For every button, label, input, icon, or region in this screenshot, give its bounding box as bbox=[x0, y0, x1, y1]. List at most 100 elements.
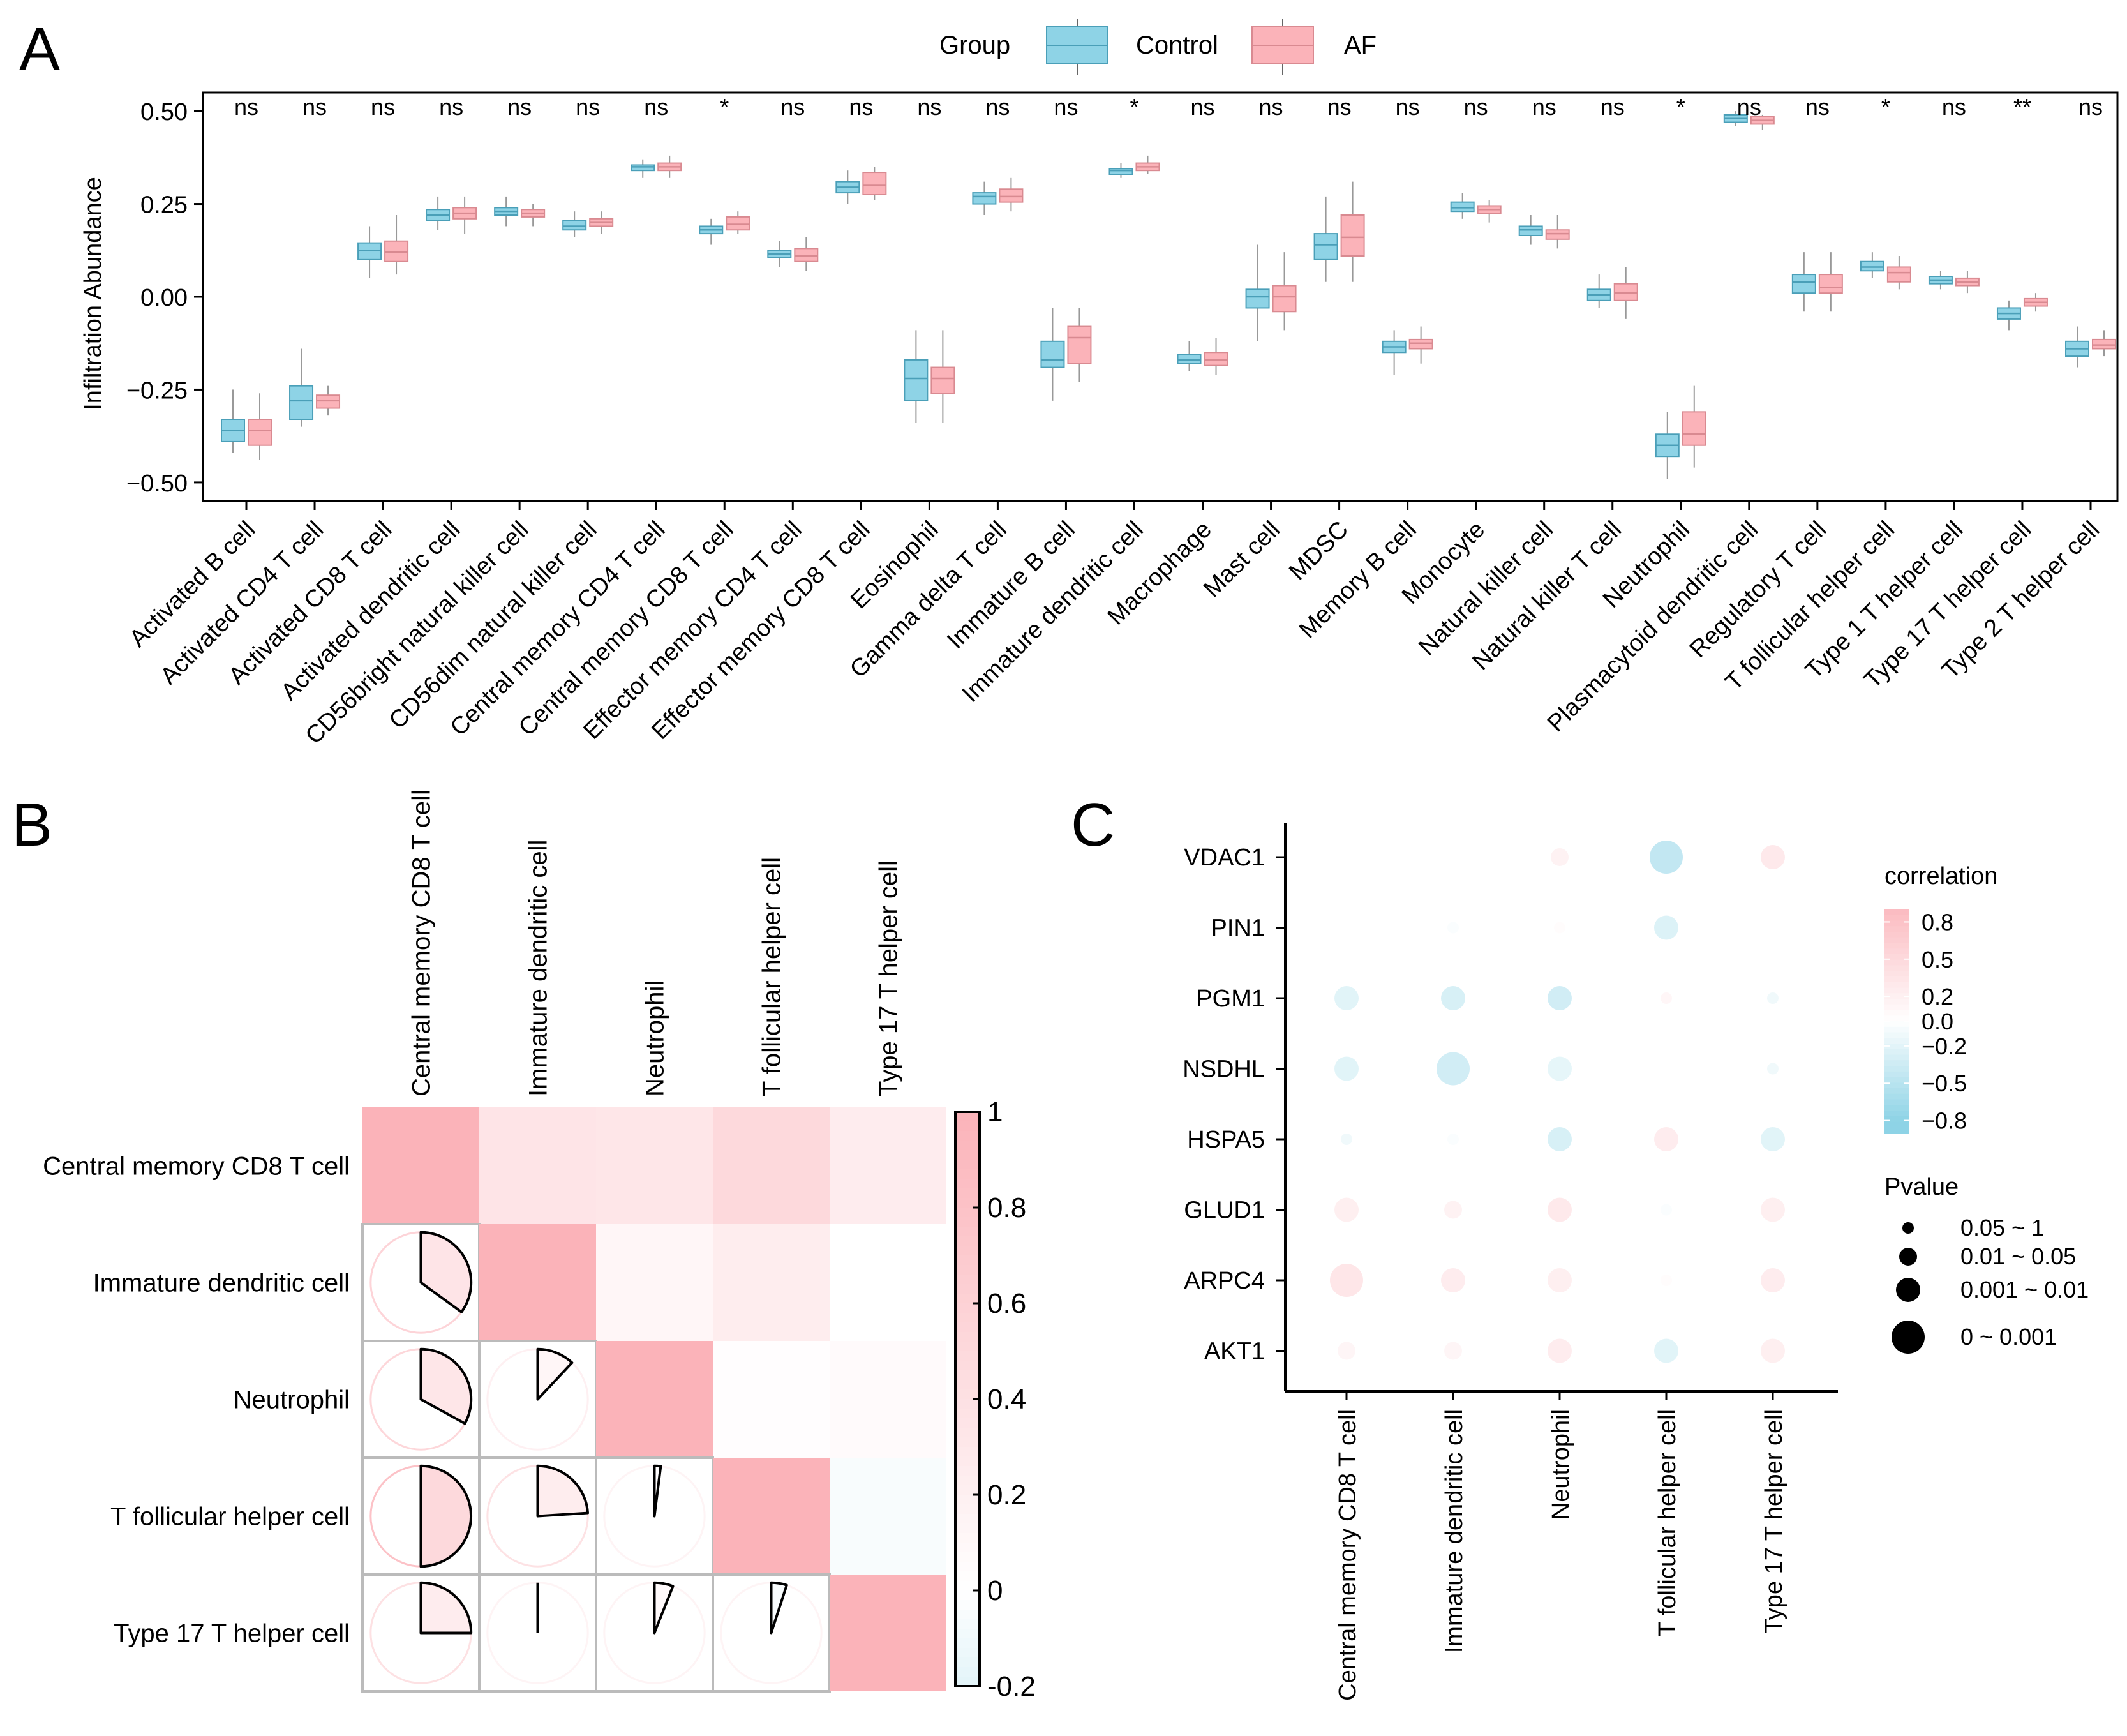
y-tick-label: 0.00 bbox=[140, 285, 188, 311]
significance-label: ns bbox=[1191, 94, 1215, 120]
correlation-legend-label: 0.8 bbox=[1922, 909, 1953, 935]
pie-wedge bbox=[419, 1581, 473, 1635]
correlation-dot bbox=[1444, 1201, 1462, 1219]
colorbar-segment bbox=[955, 1409, 980, 1419]
pvalue-legend-dot bbox=[1896, 1278, 1920, 1302]
x-tick-label: Immature B cell bbox=[942, 516, 1080, 654]
correlation-legend-segment bbox=[1884, 993, 1909, 999]
correlation-legend-segment bbox=[1884, 959, 1909, 966]
correlation-legend-segment bbox=[1884, 1088, 1909, 1095]
box-control bbox=[1313, 196, 1338, 282]
correlation-legend-segment bbox=[1884, 976, 1909, 983]
box-body bbox=[1067, 326, 1092, 364]
box-body bbox=[1450, 201, 1475, 213]
gene-label: HSPA5 bbox=[1187, 1126, 1265, 1153]
box-af bbox=[726, 211, 750, 234]
heatmap-cell bbox=[713, 1458, 830, 1575]
heatmap-row-label: Immature dendritic cell bbox=[93, 1269, 350, 1298]
y-tick-label: 0.50 bbox=[140, 99, 188, 126]
colorbar-segment bbox=[955, 1303, 980, 1313]
correlation-legend-label: 0.2 bbox=[1922, 984, 1953, 1010]
correlation-legend-segment bbox=[1884, 982, 1909, 989]
box-control bbox=[1996, 300, 2021, 331]
box-control bbox=[767, 241, 792, 267]
colorbar-segment bbox=[955, 1629, 980, 1639]
box-control bbox=[904, 330, 929, 423]
correlation-legend-segment bbox=[1884, 926, 1909, 932]
correlation-legend-segment bbox=[1884, 1049, 1909, 1056]
correlation-legend-segment bbox=[1884, 943, 1909, 950]
heatmap-cell bbox=[830, 1107, 946, 1224]
box-body bbox=[248, 419, 272, 446]
box-body bbox=[562, 220, 587, 231]
box-af bbox=[1204, 338, 1228, 375]
colorbar-segment bbox=[955, 1399, 980, 1409]
panel-label-c: C bbox=[1071, 791, 1115, 859]
pvalue-legend-dot bbox=[1902, 1222, 1914, 1234]
box-control bbox=[426, 196, 451, 230]
box-body bbox=[289, 385, 314, 420]
correlation-dot bbox=[1334, 986, 1359, 1010]
pie-cell bbox=[478, 1573, 597, 1693]
significance-label: * bbox=[720, 94, 729, 120]
colorbar-segment bbox=[955, 1380, 980, 1390]
colorbar-segment bbox=[955, 1188, 980, 1199]
correlation-legend-segment bbox=[1884, 909, 1909, 916]
heatmap-cell bbox=[713, 1341, 830, 1458]
correlation-legend-segment bbox=[1884, 971, 1909, 977]
correlation-dot bbox=[1548, 1338, 1572, 1363]
box-af bbox=[1545, 215, 1570, 249]
correlation-dot bbox=[1551, 848, 1569, 866]
heatmap-row-label: Neutrophil bbox=[234, 1386, 350, 1414]
significance-label: ns bbox=[1464, 94, 1488, 120]
correlation-dot bbox=[1437, 1052, 1470, 1086]
correlation-dot bbox=[1548, 1197, 1572, 1222]
heatmap-cell bbox=[830, 1575, 946, 1691]
pvalue-legend-label: 0.05 ~ 1 bbox=[1960, 1215, 2044, 1241]
pie-cell bbox=[712, 1573, 831, 1693]
correlation-dot bbox=[1650, 841, 1683, 874]
y-axis-label: Infiltration Abundance bbox=[80, 177, 107, 410]
correlation-legend-segment bbox=[1884, 1127, 1909, 1134]
correlation-legend-segment bbox=[1884, 987, 1909, 994]
box-body bbox=[1545, 229, 1570, 240]
colorbar-segment bbox=[955, 1112, 980, 1122]
correlation-legend-segment bbox=[1884, 954, 1909, 961]
correlation-dot bbox=[1338, 1342, 1355, 1360]
significance-label: ns bbox=[1737, 94, 1761, 120]
heatmap-row-label: Type 17 T helper cell bbox=[114, 1620, 350, 1648]
box-body bbox=[1613, 283, 1638, 301]
box-af bbox=[1750, 114, 1775, 130]
heatmap-cell bbox=[830, 1341, 946, 1458]
pie-wedge bbox=[770, 1581, 788, 1635]
correlation-legend-segment bbox=[1884, 948, 1909, 955]
box-af bbox=[1613, 267, 1638, 319]
colorbar-segment bbox=[955, 1466, 980, 1476]
colorbar-segment bbox=[955, 1476, 980, 1486]
box-control bbox=[289, 348, 314, 427]
colorbar-segment bbox=[955, 1351, 980, 1361]
pvalue-legend-label: 0.01 ~ 0.05 bbox=[1960, 1243, 2076, 1269]
colorbar-segment bbox=[955, 1160, 980, 1170]
heatmap-cell bbox=[830, 1458, 946, 1575]
colorbar-tick-label: 0.2 bbox=[987, 1479, 1026, 1511]
correlation-dot bbox=[1767, 1063, 1779, 1075]
box-body bbox=[862, 172, 887, 196]
y-tick-label: 0.25 bbox=[140, 192, 188, 219]
box-body bbox=[1272, 285, 1297, 313]
box-control bbox=[221, 389, 245, 453]
pie-wedge bbox=[419, 1231, 473, 1313]
box-control bbox=[1655, 412, 1680, 479]
colorbar-segment bbox=[955, 1485, 980, 1495]
legend-title: Group bbox=[939, 31, 1010, 59]
correlation-dot bbox=[1447, 922, 1459, 934]
colorbar-tick-label: 0.8 bbox=[987, 1192, 1026, 1223]
colorbar-segment bbox=[955, 1514, 980, 1524]
correlation-legend-segment bbox=[1884, 1121, 1909, 1128]
box-body bbox=[384, 240, 409, 262]
colorbar-segment bbox=[955, 1648, 980, 1658]
pie-cell bbox=[595, 1456, 714, 1576]
box-body bbox=[357, 242, 382, 260]
correlation-dot bbox=[1548, 1268, 1572, 1292]
